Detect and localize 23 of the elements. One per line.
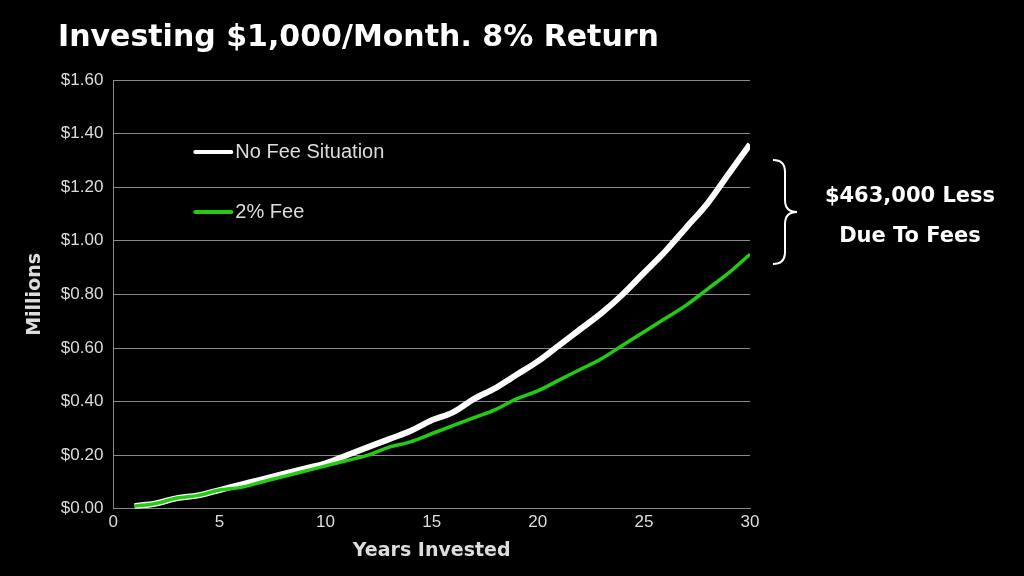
text: $463,000 Less Due To Fees bbox=[823, 182, 997, 249]
y-tick-label: $1.20 bbox=[60, 176, 104, 196]
y-axis-title: Millions bbox=[22, 252, 45, 336]
legend-label: 2% Fee bbox=[235, 199, 305, 222]
y-tick-label: $1.40 bbox=[60, 123, 104, 143]
y-tick-label: $0.00 bbox=[60, 498, 104, 518]
x-tick-label: 10 bbox=[316, 511, 336, 531]
x-tick-label: 20 bbox=[528, 511, 548, 531]
x-tick-label: 0 bbox=[108, 511, 119, 531]
y-tick-label: $1.00 bbox=[60, 230, 104, 250]
chart-title: Investing $1,000/Month. 8% Return bbox=[58, 18, 659, 53]
y-tick-label: $0.80 bbox=[60, 284, 104, 304]
x-tick-label: 15 bbox=[422, 511, 442, 531]
line-series bbox=[132, 252, 750, 508]
y-tick-label: $1.60 bbox=[60, 69, 104, 89]
x-axis-title: Years Invested bbox=[351, 537, 511, 560]
x-tick-label: 30 bbox=[740, 511, 760, 531]
y-tick-label: $0.40 bbox=[60, 391, 104, 411]
y-tick-label: $0.60 bbox=[60, 337, 104, 357]
x-tick-label: 25 bbox=[634, 511, 654, 531]
y-tick-label: $0.20 bbox=[60, 444, 104, 464]
legend-label: No Fee Situation bbox=[235, 139, 385, 162]
x-tick-label: 5 bbox=[214, 511, 225, 531]
